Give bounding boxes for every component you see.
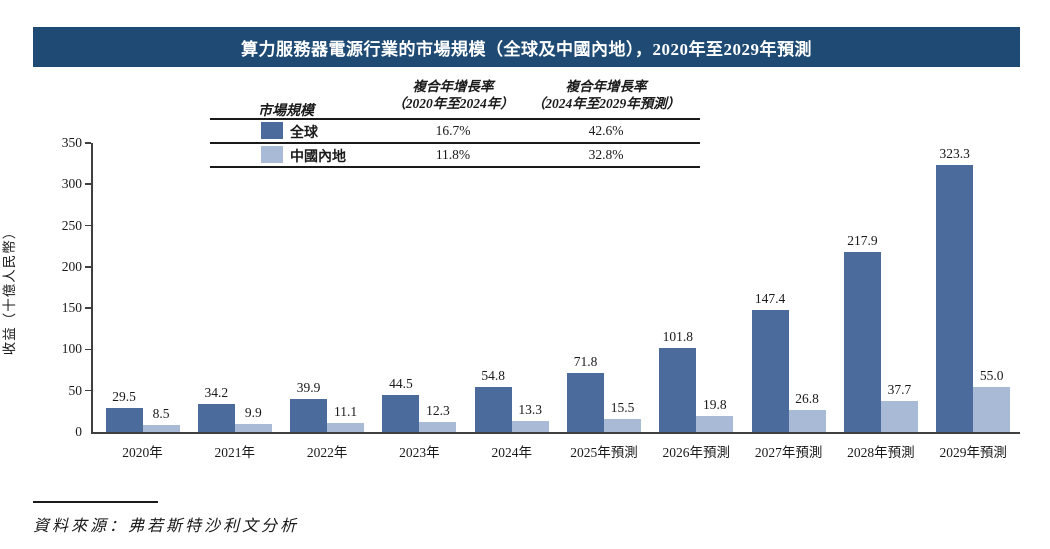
bar-value-label: 26.8 (795, 390, 819, 406)
legend-swatch-global (261, 122, 283, 139)
bar-global-2020年 (105, 407, 143, 432)
bar-global-2023年 (382, 395, 420, 432)
bar-value-label: 39.9 (296, 380, 321, 396)
source-note: 資料來源：弗若斯特沙利文分析 (33, 518, 300, 535)
y-tick-label: 50 (68, 382, 83, 398)
legend-value-global-cagr2: 42.6% (588, 123, 624, 138)
y-axis-line (91, 143, 93, 432)
y-tick-label: 250 (61, 217, 82, 233)
legend-table: 市場規模 複合年增長率 （2020年至2024年） 複合年增長率 （2024年至… (210, 78, 700, 168)
bar-global-2029年預測 (936, 164, 974, 432)
bar-value-label: 29.5 (112, 388, 136, 404)
legend-rule-bottom (210, 166, 700, 168)
bar-global-2022年 (290, 399, 328, 432)
legend-value-global-cagr1: 16.7% (435, 123, 471, 138)
legend-label-china: 中國內地 (290, 150, 346, 165)
x-tick-label: 2024年 (491, 445, 532, 460)
y-tick-label: 100 (61, 341, 82, 357)
x-tick-label: 2020年 (122, 445, 163, 460)
y-tick-mark (85, 266, 91, 268)
bar-global-2028年預測 (843, 252, 881, 432)
legend-col-header-1: 複合年增長率 （2020年至2024年） (392, 79, 514, 112)
bar-china-2021年 (234, 423, 272, 432)
y-tick-mark (85, 348, 91, 351)
bar-value-label: 8.5 (152, 405, 170, 421)
bar-value-label: 323.3 (939, 145, 970, 161)
bar-global-2021年 (197, 403, 235, 432)
y-tick-mark (85, 142, 91, 144)
bar-value-label: 44.5 (389, 376, 413, 392)
bar-china-2020年 (142, 424, 180, 432)
legend-label-global: 全球 (290, 126, 318, 141)
x-axis-line (91, 432, 1020, 434)
bar-china-2028年預測 (880, 400, 918, 432)
source-divider (33, 501, 158, 503)
bar-value-label: 11.1 (334, 403, 358, 419)
bar-value-label: 217.9 (847, 233, 878, 248)
legend-col1-line2: （2020年至2024年） (392, 95, 514, 111)
x-tick-label: 2023年 (399, 445, 440, 460)
bar-value-label: 54.8 (481, 367, 505, 383)
x-tick-label: 2021年 (214, 445, 256, 460)
chart-title-bar: 算力服務器電源行業的市場規模（全球及中國內地），2020年至2029年預測 (33, 27, 1020, 67)
bar-value-label: 101.8 (662, 328, 693, 344)
bar-value-label: 12.3 (426, 402, 450, 418)
legend-rule-middle (210, 142, 700, 144)
bar-value-label: 147.4 (754, 291, 786, 307)
y-tick-mark (85, 389, 91, 392)
bar-value-label: 9.9 (244, 404, 262, 420)
bar-value-label: 55.0 (979, 367, 1004, 383)
y-tick-label: 0 (75, 424, 82, 439)
legend-swatch-china (261, 146, 283, 163)
y-tick-label: 300 (61, 176, 82, 192)
x-tick-label: 2022年 (306, 445, 348, 460)
bar-global-2025年預測 (567, 372, 604, 432)
x-tick-label: 2026年預測 (662, 445, 731, 460)
bar-global-2027年預測 (751, 310, 789, 432)
x-tick-label: 2027年預測 (754, 445, 823, 460)
x-tick-label: 2028年預測 (847, 445, 915, 460)
bar-china-2027年預測 (788, 409, 826, 432)
bar-china-2025年預測 (604, 419, 641, 432)
bar-global-2026年預測 (659, 347, 697, 432)
bar-china-2026年預測 (696, 415, 734, 432)
bar-value-label: 19.8 (702, 396, 727, 412)
x-tick-label: 2029年預測 (939, 445, 1007, 460)
y-tick-label: 350 (61, 134, 82, 150)
legend-rule-top (210, 118, 700, 120)
bar-china-2029年預測 (973, 386, 1011, 432)
y-tick-mark (85, 307, 91, 309)
bar-global-2024年 (474, 386, 512, 432)
legend-value-china-cagr1: 11.8% (435, 147, 471, 162)
legend-col2-line2: （2024年至2029年預測） (531, 95, 681, 111)
legend-col1-line1: 複合年增長率 (412, 79, 494, 94)
bar-value-label: 13.3 (518, 402, 542, 417)
legend-col2-line1: 複合年增長率 (565, 79, 647, 94)
y-tick-label: 200 (61, 258, 82, 274)
legend-col-header-2: 複合年增長率 （2024年至2029年預測） (532, 79, 681, 112)
legend-size-header: 市場規模 (258, 104, 314, 119)
y-tick-label: 150 (61, 300, 82, 316)
y-tick-mark (85, 224, 91, 227)
legend-value-china-cagr2: 32.8% (588, 147, 624, 162)
bar-value-label: 37.7 (887, 381, 912, 397)
bar-value-label: 34.2 (204, 384, 229, 400)
x-tick-label: 2025年預測 (570, 445, 638, 460)
bar-value-label: 15.5 (610, 400, 635, 416)
chart-title: 算力服務器電源行業的市場規模（全球及中國內地），2020年至2029年預測 (241, 39, 812, 59)
bar-china-2022年 (327, 422, 365, 432)
y-tick-mark (85, 183, 91, 185)
y-axis-title: 收益（十億人民幣） (2, 224, 17, 356)
bar-value-label: 71.8 (573, 353, 598, 369)
bar-china-2023年 (419, 421, 457, 432)
bar-china-2024年 (511, 421, 549, 432)
